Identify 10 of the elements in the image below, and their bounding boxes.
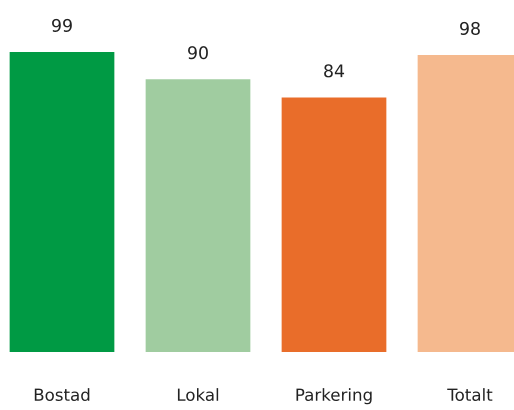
data-label: 99 bbox=[52, 18, 72, 32]
x-tick-label: Totalt bbox=[447, 388, 492, 402]
data-label: 90 bbox=[188, 46, 208, 60]
x-tick-label: Lokal bbox=[178, 388, 218, 402]
x-tick-label: Bostad bbox=[34, 388, 90, 402]
bar bbox=[10, 52, 114, 352]
data-label: 98 bbox=[460, 22, 480, 35]
data-label: 84 bbox=[324, 64, 344, 78]
bar bbox=[146, 79, 250, 352]
x-tick-label: Parkering bbox=[296, 388, 372, 404]
